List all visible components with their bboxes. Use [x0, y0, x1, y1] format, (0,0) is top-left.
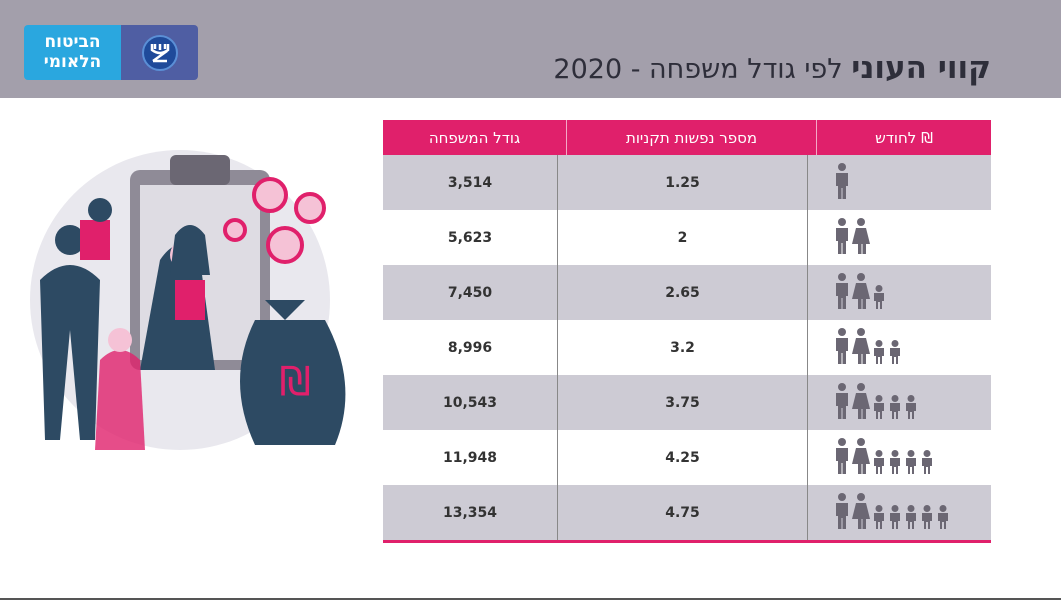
family-size-cell	[808, 485, 991, 540]
child-icon	[872, 394, 886, 423]
adult-male-icon	[834, 162, 850, 203]
monthly-amount-cell: 13,354	[442, 504, 498, 521]
header-standard-persons: מספר נפשות תקניות	[566, 120, 817, 155]
adult-male-icon	[834, 272, 850, 313]
table-row: 3.75 10,543	[383, 375, 991, 430]
page-bottom-line	[0, 598, 1061, 600]
monthly-amount-cell: 3,514	[447, 174, 493, 191]
family-size-cell	[808, 265, 991, 320]
family-size-cell	[808, 210, 991, 265]
adult-male-icon	[834, 327, 850, 368]
child-icon	[904, 449, 918, 478]
child-icon	[888, 339, 902, 368]
family-size-cell	[808, 155, 991, 210]
family-size-cell	[808, 320, 991, 375]
monthly-amount-cell: 5,623	[447, 229, 493, 246]
child-icon	[872, 449, 886, 478]
poverty-line-table: גודל המשפחה מספר נפשות תקניות ₪ לחודש 1.…	[383, 120, 991, 540]
logo-text: הביטוח הלאומי	[24, 25, 121, 80]
child-icon	[920, 504, 934, 533]
child-icon	[920, 449, 934, 478]
table-bottom-line	[383, 540, 991, 543]
header-bar: הביטוח הלאומי קווי העוני לפי גודל משפחה …	[0, 0, 1061, 98]
title-rest: לפי גודל משפחה - 2020	[553, 54, 852, 85]
child-icon	[872, 339, 886, 368]
standard-persons-cell: 4.25	[557, 430, 808, 485]
standard-persons-cell: 2.65	[557, 265, 808, 320]
table-row: 4.25 11,948	[383, 430, 991, 485]
table-row: 3.2 8,996	[383, 320, 991, 375]
monthly-amount-cell: 8,996	[447, 339, 493, 356]
adult-male-icon	[834, 217, 850, 258]
child-icon	[888, 449, 902, 478]
adult-female-icon	[852, 327, 870, 368]
family-size-cell	[808, 375, 991, 430]
header-family-size: גודל המשפחה	[428, 128, 521, 147]
page-title: קווי העוני לפי גודל משפחה - 2020	[553, 50, 991, 86]
child-icon	[936, 504, 950, 533]
child-icon	[872, 504, 886, 533]
standard-persons-cell: 3.2	[557, 320, 808, 375]
menorah-emblem-icon	[121, 25, 198, 80]
monthly-amount-cell: 10,543	[442, 394, 498, 411]
adult-female-icon	[852, 272, 870, 313]
standard-persons-cell: 2	[557, 210, 808, 265]
adult-female-icon	[852, 217, 870, 258]
child-icon	[888, 394, 902, 423]
standard-persons-cell: 3.75	[557, 375, 808, 430]
family-illustration: ₪	[20, 140, 350, 460]
title-bold: קווי העוני	[851, 50, 991, 86]
table-row: 1.25 3,514	[383, 155, 991, 210]
adult-female-icon	[852, 492, 870, 533]
adult-male-icon	[834, 437, 850, 478]
logo-line1: הביטוח	[44, 32, 101, 52]
adult-female-icon	[852, 382, 870, 423]
logo-line2: הלאומי	[43, 52, 102, 72]
svg-text:₪: ₪	[279, 359, 310, 405]
child-icon	[904, 504, 918, 533]
adult-male-icon	[834, 492, 850, 533]
child-icon	[888, 504, 902, 533]
child-icon	[904, 394, 918, 423]
family-size-cell	[808, 430, 991, 485]
standard-persons-cell: 1.25	[557, 155, 808, 210]
standard-persons-cell: 4.75	[557, 485, 808, 540]
table-row: 4.75 13,354	[383, 485, 991, 540]
table-row: 2.65 7,450	[383, 265, 991, 320]
monthly-amount-cell: 7,450	[447, 284, 493, 301]
child-icon	[872, 284, 886, 313]
table-header-row: גודל המשפחה מספר נפשות תקניות ₪ לחודש	[383, 120, 991, 155]
national-insurance-logo[interactable]: הביטוח הלאומי	[24, 25, 198, 80]
adult-female-icon	[852, 437, 870, 478]
table-row: 2 5,623	[383, 210, 991, 265]
adult-male-icon	[834, 382, 850, 423]
header-monthly: ₪ לחודש	[875, 128, 933, 147]
monthly-amount-cell: 11,948	[442, 449, 498, 466]
